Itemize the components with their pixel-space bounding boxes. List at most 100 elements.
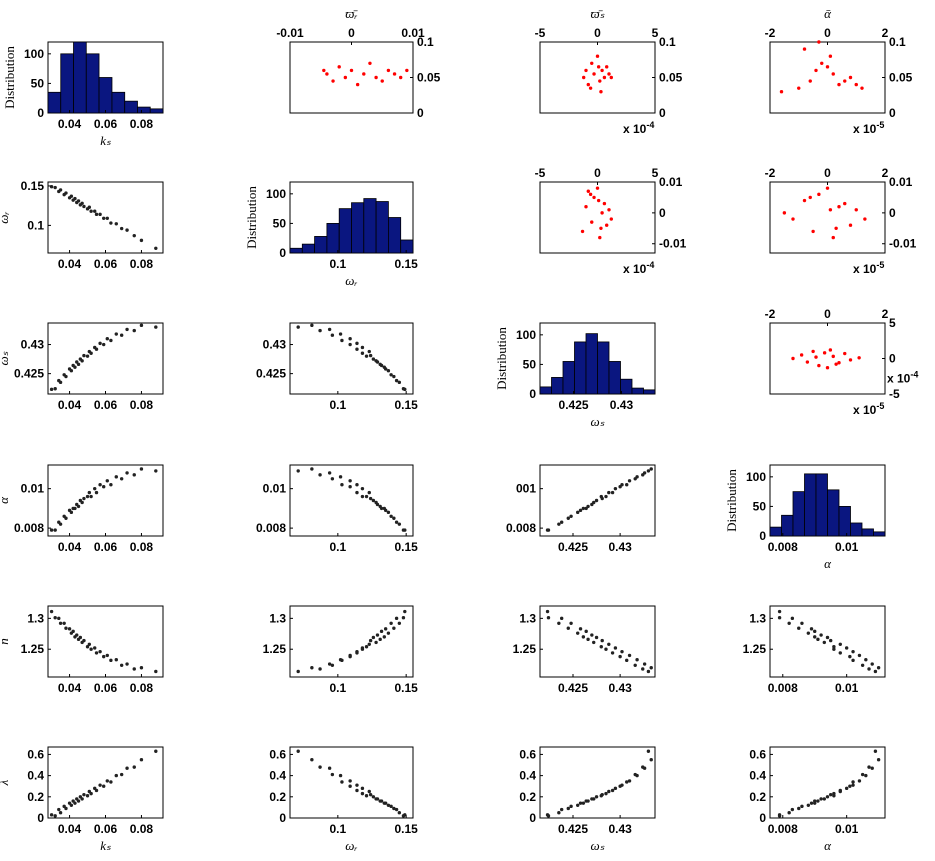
y-tick-label: 50: [273, 216, 287, 230]
scatter-point: [76, 362, 81, 367]
scatter-point: [119, 226, 124, 231]
scatter-point: [557, 522, 561, 526]
scatter-point: [828, 54, 833, 58]
histogram-bar: [85, 53, 100, 114]
x-tick-label: 0.15: [394, 398, 418, 412]
panel: 0.425 0.43 0 0.2 0.4 0.6 ωₛ: [519, 746, 656, 853]
scatter-point: [863, 217, 867, 221]
histogram-bar: [60, 53, 74, 114]
scatter-point: [873, 749, 878, 753]
scatter-point: [109, 483, 113, 487]
panel: -5 0 5 -0.01 0 0.01 x 10-4: [535, 166, 687, 276]
y-tick-label: 0.008: [14, 521, 44, 535]
x-tick-label: 0.06: [94, 681, 118, 695]
scatter-point: [797, 626, 801, 630]
scatter-point: [348, 484, 352, 489]
scatter-point: [75, 360, 79, 364]
scatter-point: [386, 369, 391, 373]
scatter-point: [802, 198, 807, 203]
scatter-point: [355, 341, 359, 346]
y-axis-label: Distribution: [244, 186, 259, 249]
scatter-point: [132, 473, 136, 477]
scatter-point: [87, 490, 92, 495]
scatter-point: [777, 609, 782, 614]
scatter-point: [838, 788, 842, 793]
scatter-point: [53, 814, 57, 818]
y-axis-label: Distribution: [494, 327, 509, 390]
histogram-bar: [585, 333, 598, 395]
scatter-point: [87, 205, 92, 209]
scatter-point: [49, 387, 54, 392]
x-tick-label: 0: [594, 166, 601, 180]
histogram-bar: [631, 387, 644, 395]
scatter-point: [604, 647, 608, 651]
scatter-point: [811, 229, 815, 234]
x-tick-label: -5: [535, 166, 546, 180]
scatter-point: [360, 345, 365, 350]
x-tick-label: 0.04: [58, 398, 82, 412]
scatter-point: [392, 806, 396, 811]
histogram-bar: [149, 108, 164, 114]
scatter-point: [800, 621, 804, 625]
x-multiplier-base: x 10: [853, 262, 877, 276]
y-tick-label: 0: [529, 387, 536, 401]
histogram-bar: [562, 361, 575, 395]
x-tick-label: 0.425: [559, 398, 589, 412]
scatter-point: [76, 199, 81, 203]
x-tick-label: 0.04: [58, 822, 82, 836]
scatter-point: [851, 649, 855, 654]
scatter-point: [64, 191, 68, 195]
scatter-point: [374, 797, 378, 801]
scatter-point: [822, 351, 827, 355]
scatter-point: [813, 801, 817, 805]
scatter-point: [598, 79, 602, 83]
scatter-point: [576, 803, 580, 807]
scatter-point: [67, 627, 72, 631]
scatter-point: [374, 75, 378, 80]
scatter-point: [844, 646, 849, 650]
scatter-point: [119, 333, 124, 337]
scatter-point: [82, 353, 86, 358]
scatter-point: [49, 528, 54, 532]
scatter-point: [378, 637, 382, 642]
scatter-point: [114, 332, 118, 336]
scatter-point: [94, 788, 99, 793]
y-tick-label: 1.25: [513, 642, 537, 656]
scatter-point: [386, 631, 391, 635]
scatter-point: [310, 666, 314, 670]
x-tick-label: 0: [594, 26, 601, 40]
scatter-point: [802, 47, 807, 51]
scatter-point: [73, 506, 77, 511]
y-tick-label: 0.05: [889, 71, 913, 85]
scatter-point: [355, 483, 359, 487]
y-multiplier: x 10-4: [887, 370, 918, 386]
scatter-point: [625, 780, 629, 784]
x-tick-label: 0.425: [558, 681, 588, 695]
scatter-point: [355, 347, 359, 351]
scatter-point: [132, 233, 136, 238]
scatter-point: [592, 72, 596, 76]
scatter-point: [367, 490, 371, 495]
histogram-bar: [289, 247, 303, 254]
scatter-point: [139, 666, 144, 670]
y-tick-label: 1.3: [519, 611, 536, 625]
x-tick-label: -2: [765, 307, 776, 321]
scatter-point: [605, 65, 609, 69]
histogram-bar: [400, 239, 414, 254]
scatter-point: [811, 349, 815, 354]
scatter-point: [569, 621, 573, 625]
scatter-point: [843, 79, 847, 83]
histogram-bar: [815, 473, 828, 537]
x-tick-label: 0.43: [608, 681, 632, 695]
scatter-point: [610, 788, 615, 793]
histogram-bar: [769, 526, 782, 537]
scatter-point: [382, 801, 386, 805]
scatter-point: [382, 635, 386, 639]
scatter-point: [154, 669, 158, 674]
scatter-point: [98, 649, 102, 654]
panel: 0.425 0.43 0 50 100 ωₛ Distribution: [494, 322, 656, 429]
scatter-point: [590, 220, 594, 224]
y-tick-label: 0.1: [889, 35, 906, 49]
scatter-point: [838, 651, 842, 655]
x-tick-label: 0.04: [58, 540, 82, 554]
